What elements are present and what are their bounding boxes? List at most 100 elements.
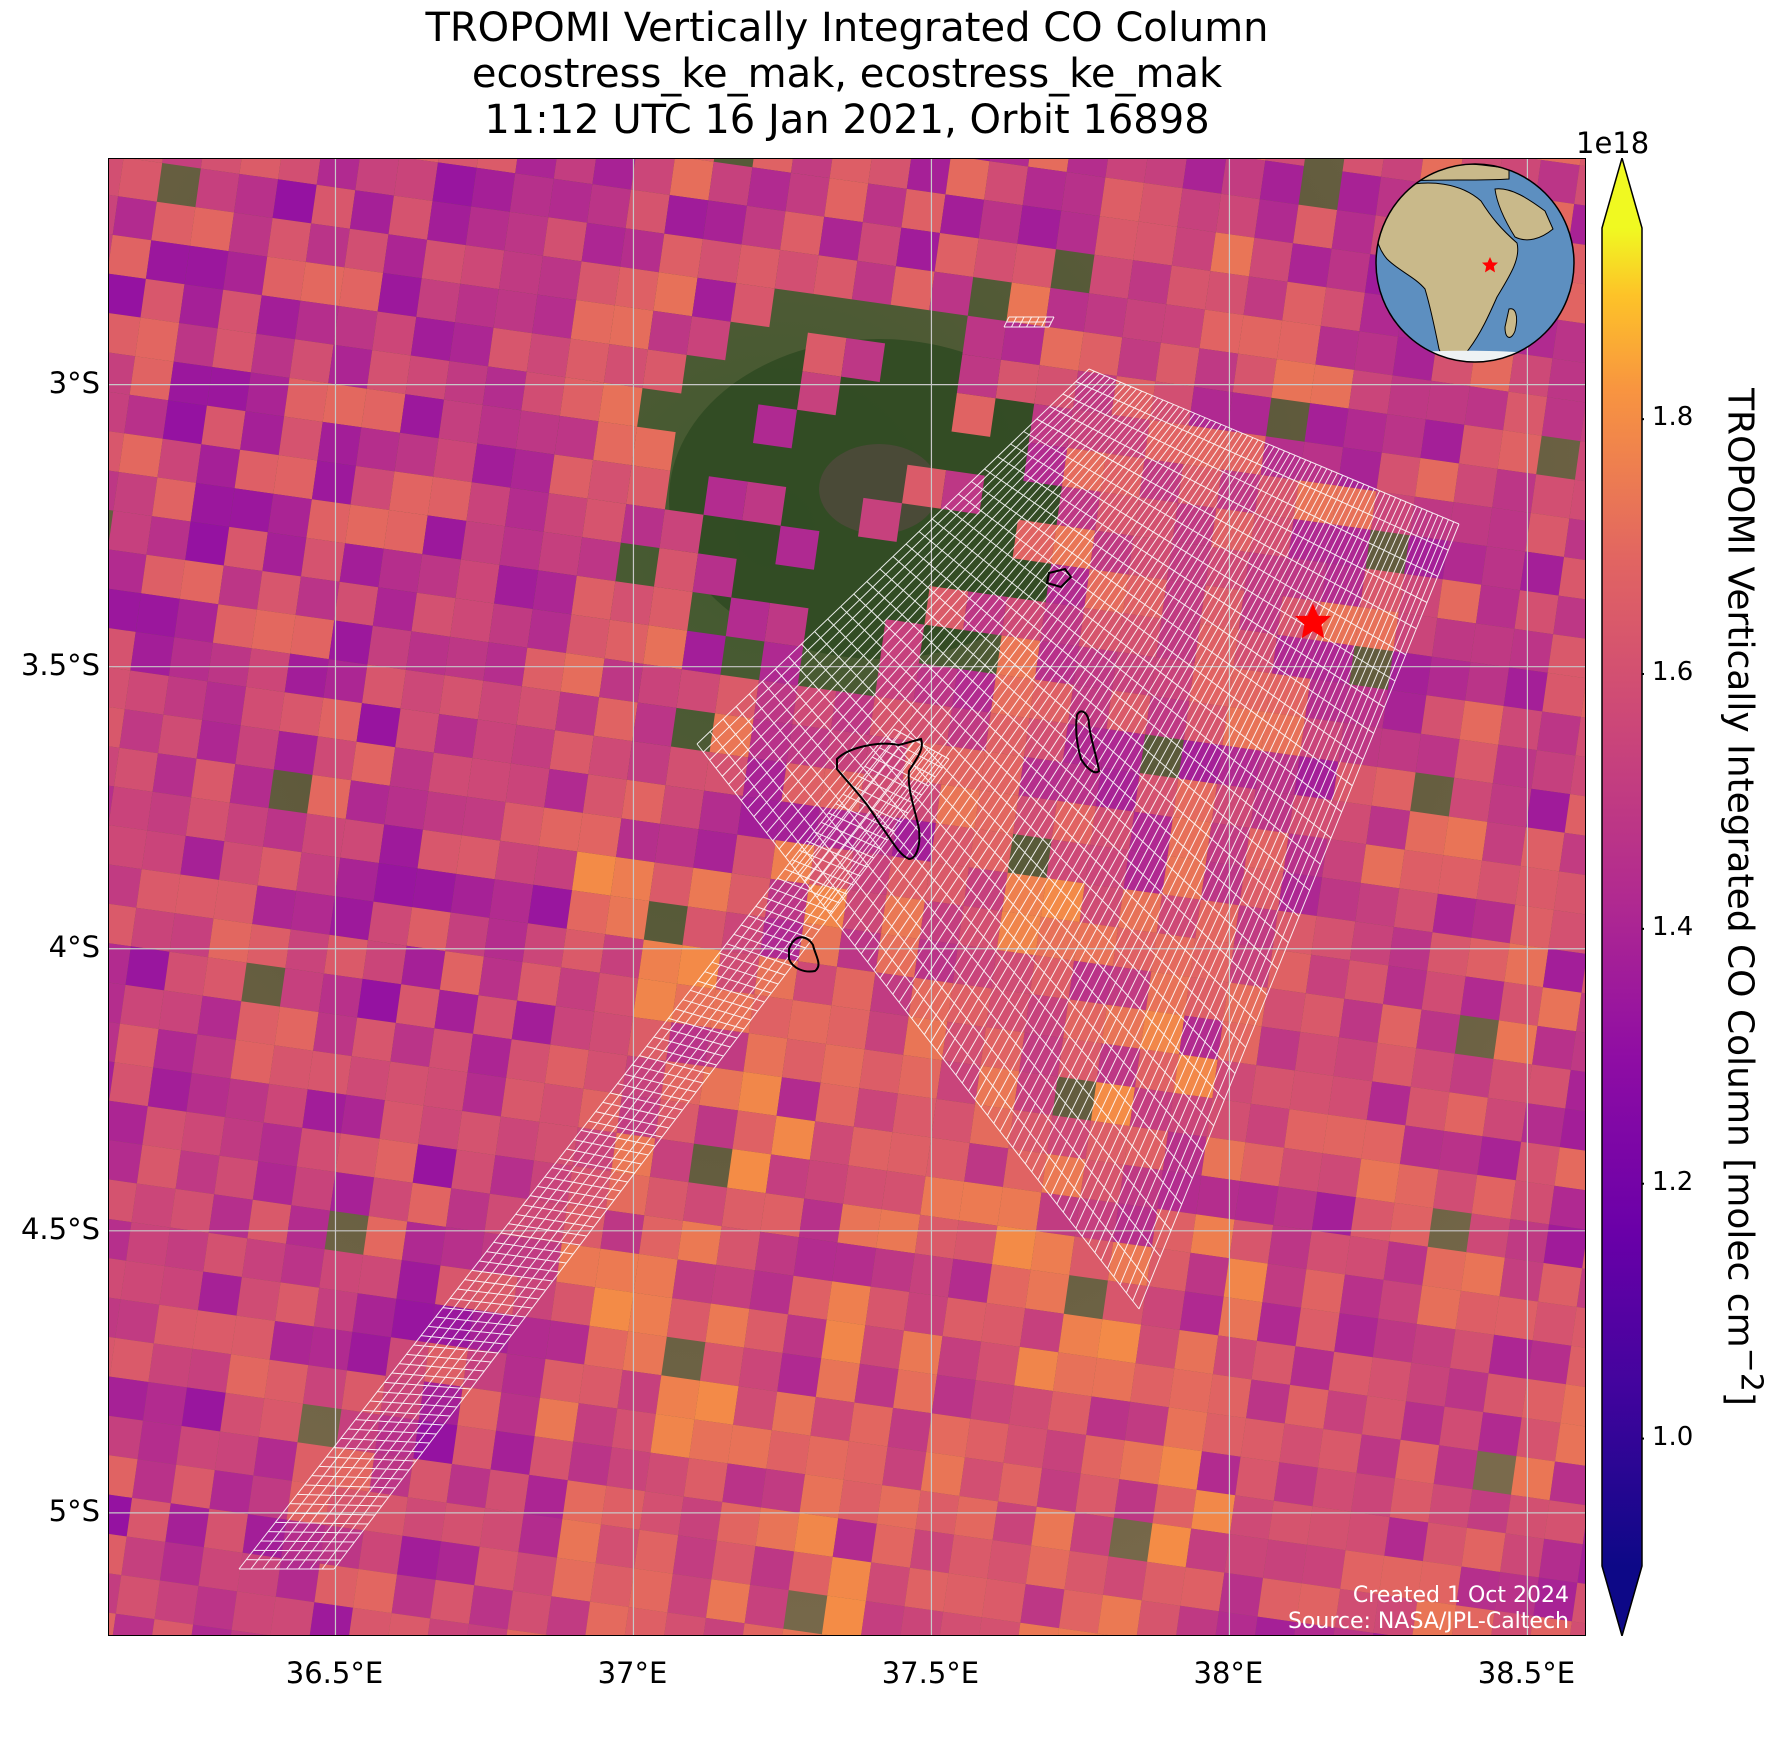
tropomi-pixel (1105, 159, 1148, 183)
tropomi-pixel (1272, 910, 1317, 955)
tropomi-pixel (644, 1176, 689, 1221)
tropomi-pixel (755, 1507, 800, 1552)
tropomi-pixel (600, 1210, 645, 1254)
tropomi-pixel (1373, 1594, 1418, 1635)
tropomi-pixel (871, 1523, 916, 1568)
tropomi-pixel (505, 763, 550, 808)
ecostress-scene-line (1005, 477, 1349, 1140)
ecostress-scene-line (904, 441, 1264, 1011)
tropomi-pixel (533, 846, 578, 891)
tropomi-pixel (184, 245, 229, 290)
tropomi-pixel (278, 159, 321, 185)
tropomi-pixel (126, 1222, 171, 1267)
tropomi-pixel (1449, 1053, 1494, 1098)
tropomi-pixel (672, 1259, 717, 1304)
tropomi-pixel (1482, 821, 1526, 866)
tropomi-pixel (1282, 281, 1327, 326)
tropomi-pixel (664, 195, 709, 239)
tropomi-pixel (946, 707, 991, 752)
tropomi-pixel (224, 802, 269, 847)
tropomi-pixel (351, 741, 396, 786)
tropomi-pixel (1128, 535, 1173, 580)
tropomi-pixel (1290, 1346, 1335, 1391)
lake-chala-outline (1075, 710, 1101, 774)
tropomi-pixel (592, 159, 636, 190)
tropomi-pixel (1212, 1335, 1257, 1380)
ecostress-scene-line (1094, 508, 1423, 1253)
ecostress-scene-line (848, 421, 1217, 939)
tropomi-pixel (450, 873, 495, 918)
tropomi-pixel (109, 194, 119, 235)
tropomi-pixel (1262, 1263, 1307, 1308)
tropomi-pixel (715, 950, 760, 995)
tropomi-pixel (1312, 1467, 1357, 1512)
tropomi-pixel (121, 1536, 166, 1581)
tropomi-pixel (1320, 287, 1365, 332)
tropomi-pixel (200, 159, 242, 174)
tropomi-pixel (154, 1580, 199, 1625)
tropomi-pixel (1024, 718, 1068, 763)
tropomi-pixel (847, 850, 892, 895)
colorbar-tick-label-5: 1.8 (1652, 402, 1694, 433)
tropomi-pixel (948, 1534, 993, 1579)
tropomi-pixel (109, 1337, 116, 1377)
tropomi-pixel (109, 549, 147, 594)
tropomi-pixel (109, 1218, 132, 1261)
tropomi-pixel (1182, 159, 1227, 194)
tropomi-pixel (920, 1176, 965, 1221)
tropomi-pixel (1349, 921, 1394, 966)
tropomi-pixel (1155, 342, 1200, 387)
tropomi-pixel (517, 962, 562, 1006)
tropomi-pixel (1331, 210, 1376, 255)
tropomi-pixel (659, 509, 704, 554)
tropomi-pixel (609, 305, 654, 350)
tropomi-pixel (1268, 1500, 1313, 1545)
tropomi-pixel (135, 593, 180, 638)
tropomi-pixel (550, 1006, 595, 1051)
tropomi-pixel (164, 1227, 209, 1272)
tropomi-pixel (577, 812, 622, 857)
tropomi-pixel (1493, 1020, 1538, 1065)
tropomi-pixel (1537, 987, 1582, 1032)
tropomi-pixel (549, 454, 594, 499)
tropomi-pixel (995, 359, 1040, 404)
tropomi-pixel (560, 653, 605, 698)
tropomi-pixel (567, 1441, 612, 1486)
tropomi-pixel (1055, 210, 1100, 255)
tropomi-pixel (152, 1619, 194, 1635)
tropomi-pixel (1141, 1561, 1186, 1606)
tropomi-pixel (1477, 1136, 1522, 1181)
tropomi-pixel (346, 1331, 391, 1376)
tropomi-pixel (875, 933, 920, 978)
tropomi-pixel (401, 945, 446, 990)
tropomi-pixel (1389, 1202, 1434, 1247)
tropomi-pixel (118, 159, 163, 202)
tropomi-pixel (1488, 1059, 1533, 1104)
tropomi-pixel (1515, 1141, 1560, 1186)
tropomi-pixel (1180, 1567, 1225, 1612)
tropomi-pixel (339, 267, 384, 312)
tropomi-pixel (471, 443, 516, 488)
tropomi-pixel (934, 233, 979, 277)
tropomi-pixel (1541, 159, 1581, 166)
co-column-map[interactable] (109, 159, 1586, 1636)
tropomi-pixel (975, 1341, 1020, 1386)
tropomi-pixel (1574, 165, 1585, 206)
tropomi-pixel (413, 159, 439, 163)
tropomi-pixel (1381, 159, 1424, 183)
tropomi-pixel (435, 1265, 480, 1310)
map-panel[interactable]: Created 1 Oct 2024 Source: NASA/JPL-Calt… (108, 158, 1586, 1636)
tropomi-pixel (319, 1525, 364, 1569)
tropomi-pixel (1500, 1533, 1545, 1578)
tropomi-pixel (599, 658, 644, 703)
tropomi-pixel (582, 498, 627, 543)
tropomi-pixel (813, 255, 858, 300)
tropomi-pixel (1028, 403, 1073, 448)
ecostress-scene-line (886, 435, 1248, 987)
tropomi-pixel (997, 1187, 1042, 1232)
tropomi-pixel (289, 339, 334, 384)
tropomi-pixel (1511, 1456, 1555, 1501)
tropomi-pixel (247, 1199, 292, 1244)
tropomi-pixel (1356, 1434, 1401, 1479)
tropomi-pixel (483, 917, 528, 962)
